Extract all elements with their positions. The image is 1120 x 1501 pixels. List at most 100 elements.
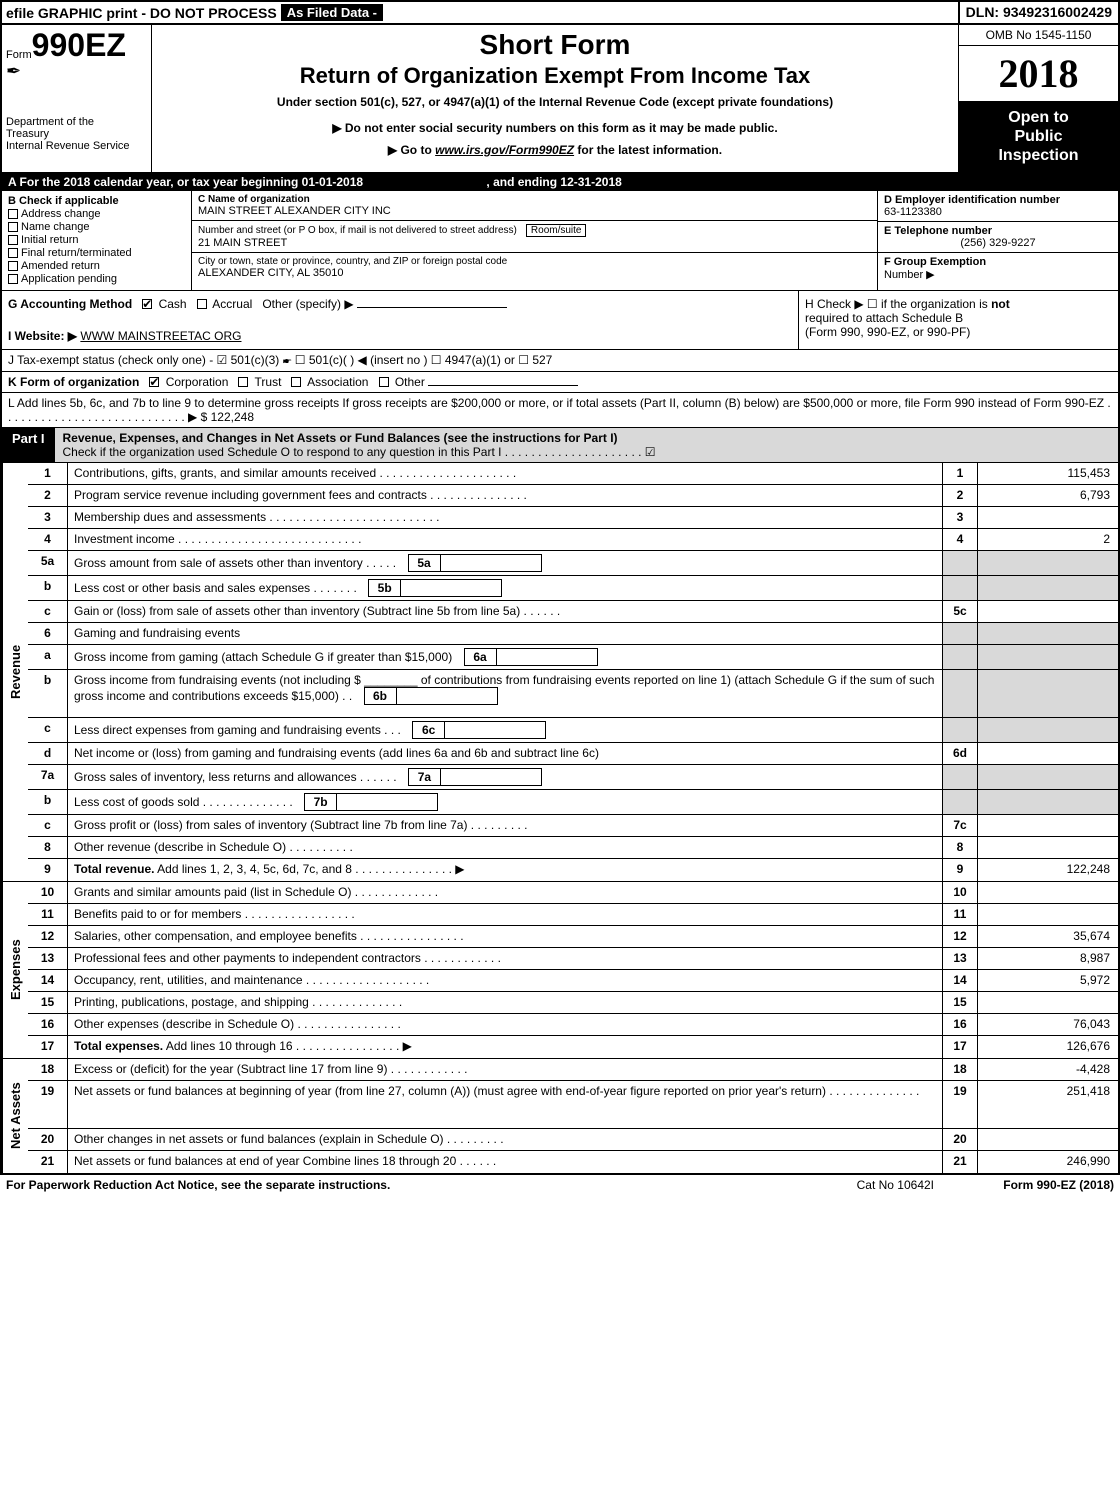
line-row: 18Excess or (deficit) for the year (Subt…	[28, 1059, 1118, 1081]
b-item-3[interactable]: Final return/terminated	[8, 247, 185, 259]
i-label: I Website: ▶	[8, 329, 77, 343]
line-amount	[978, 992, 1118, 1013]
line-description: Grants and similar amounts paid (list in…	[68, 882, 942, 903]
g-accounting: G Accounting Method Cash Accrual Other (…	[2, 291, 798, 349]
line-number: c	[28, 815, 68, 836]
line-ref: 1	[942, 463, 978, 484]
efile-bar: efile GRAPHIC print - DO NOT PROCESS As …	[2, 2, 1118, 25]
line-description: Gross income from fundraising events (no…	[68, 670, 942, 717]
c-city-block: City or town, state or province, country…	[192, 253, 877, 282]
line-row: 4Investment income . . . . . . . . . . .…	[28, 529, 1118, 551]
line-number: 12	[28, 926, 68, 947]
line-amount: 5,972	[978, 970, 1118, 991]
line-description: Benefits paid to or for members . . . . …	[68, 904, 942, 925]
inline-amount-box: 5a	[408, 554, 542, 572]
inline-amount-box: 5b	[368, 579, 502, 597]
line-row: 19Net assets or fund balances at beginni…	[28, 1081, 1118, 1129]
line-amount: 8,987	[978, 948, 1118, 969]
line-row: 20Other changes in net assets or fund ba…	[28, 1129, 1118, 1151]
b-item-4[interactable]: Amended return	[8, 260, 185, 272]
line-amount	[978, 576, 1118, 600]
line-ref: 7c	[942, 815, 978, 836]
line-amount	[978, 1129, 1118, 1150]
ein-value: 63-1123380	[884, 206, 1112, 218]
line-amount: 2	[978, 529, 1118, 550]
line-row: 14Occupancy, rent, utilities, and mainte…	[28, 970, 1118, 992]
line-number: 10	[28, 882, 68, 903]
dln: DLN: 93492316002429	[958, 2, 1118, 23]
line-description: Gross sales of inventory, less returns a…	[68, 765, 942, 789]
line-number: a	[28, 645, 68, 669]
corp-checkbox[interactable]	[149, 377, 159, 387]
line-ref: 13	[942, 948, 978, 969]
line-row: bLess cost or other basis and sales expe…	[28, 576, 1118, 601]
trust-checkbox[interactable]	[238, 377, 248, 387]
line-number: 21	[28, 1151, 68, 1173]
header-mid: Short Form Return of Organization Exempt…	[152, 25, 958, 172]
line-ref: 14	[942, 970, 978, 991]
as-filed-label: As Filed Data -	[281, 4, 383, 21]
line-amount	[978, 718, 1118, 742]
line-row: 15Printing, publications, postage, and s…	[28, 992, 1118, 1014]
inline-amount-box: 6b	[364, 687, 498, 705]
line-description: Other changes in net assets or fund bala…	[68, 1129, 942, 1150]
line-number: d	[28, 743, 68, 764]
assoc-checkbox[interactable]	[291, 377, 301, 387]
line-number: 15	[28, 992, 68, 1013]
efile-left: efile GRAPHIC print - DO NOT PROCESS As …	[2, 2, 958, 23]
other-org-checkbox[interactable]	[379, 377, 389, 387]
b-item-2[interactable]: Initial return	[8, 234, 185, 246]
line-ref: 16	[942, 1014, 978, 1035]
part1-subtitle: Check if the organization used Schedule …	[63, 445, 1110, 459]
street-address: 21 MAIN STREET	[198, 237, 871, 249]
line-description: Gaming and fundraising events	[68, 623, 942, 644]
gh-row: G Accounting Method Cash Accrual Other (…	[2, 291, 1118, 350]
bcd-block: B Check if applicable Address change Nam…	[2, 191, 1118, 291]
group-exemption-block: F Group Exemption Number ▶	[878, 253, 1118, 284]
header-goto: ▶ Go to www.irs.gov/Form990EZ for the la…	[160, 143, 950, 157]
b-column: B Check if applicable Address change Nam…	[2, 191, 192, 290]
other-specify-line[interactable]	[357, 307, 507, 308]
website-value[interactable]: WWW MAINSTREETAC ORG	[80, 329, 241, 343]
open-line1: Open to	[961, 108, 1116, 127]
footer-mid: Cat No 10642I	[857, 1178, 934, 1192]
expenses-section: Expenses 10Grants and similar amounts pa…	[2, 881, 1118, 1058]
accrual-checkbox[interactable]	[197, 299, 207, 309]
line-row: 13Professional fees and other payments t…	[28, 948, 1118, 970]
line-description: Gain or (loss) from sale of assets other…	[68, 601, 942, 622]
line-ref: 8	[942, 837, 978, 858]
revenue-section: Revenue 1Contributions, gifts, grants, a…	[2, 463, 1118, 881]
line-description: Contributions, gifts, grants, and simila…	[68, 463, 942, 484]
omb-number: OMB No 1545-1150	[959, 25, 1118, 46]
cash-checkbox[interactable]	[142, 299, 152, 309]
line-ref	[942, 765, 978, 789]
line-number: 7a	[28, 765, 68, 789]
line-description: Total revenue. Add lines 1, 2, 3, 4, 5c,…	[68, 859, 942, 881]
line-ref	[942, 670, 978, 717]
other-org-line[interactable]	[428, 385, 578, 386]
line-row: 1Contributions, gifts, grants, and simil…	[28, 463, 1118, 485]
line-amount: 251,418	[978, 1081, 1118, 1128]
line-row: bGross income from fundraising events (n…	[28, 670, 1118, 718]
line-number: b	[28, 670, 68, 717]
line-amount: -4,428	[978, 1059, 1118, 1080]
line-number: 19	[28, 1081, 68, 1128]
form-number: 990EZ	[32, 29, 126, 61]
j-row: J Tax-exempt status (check only one) - ☑…	[2, 350, 1118, 372]
b-item-5[interactable]: Application pending	[8, 273, 185, 285]
line-row: dNet income or (loss) from gaming and fu…	[28, 743, 1118, 765]
part1-header: Part I Revenue, Expenses, and Changes in…	[2, 428, 1118, 463]
line-amount: 6,793	[978, 485, 1118, 506]
expense-rows: 10Grants and similar amounts paid (list …	[28, 882, 1118, 1058]
accrual-label: Accrual	[212, 297, 252, 311]
line-row: cLess direct expenses from gaming and fu…	[28, 718, 1118, 743]
line-ref: 9	[942, 859, 978, 881]
irs-link[interactable]: www.irs.gov/Form990EZ	[435, 143, 574, 157]
b-item-1[interactable]: Name change	[8, 221, 185, 233]
line-row: 6Gaming and fundraising events	[28, 623, 1118, 645]
b-item-0[interactable]: Address change	[8, 208, 185, 220]
line-description: Gross profit or (loss) from sales of inv…	[68, 815, 942, 836]
line-amount	[978, 743, 1118, 764]
line-ref: 12	[942, 926, 978, 947]
l-text: L Add lines 5b, 6c, and 7b to line 9 to …	[8, 396, 1111, 424]
